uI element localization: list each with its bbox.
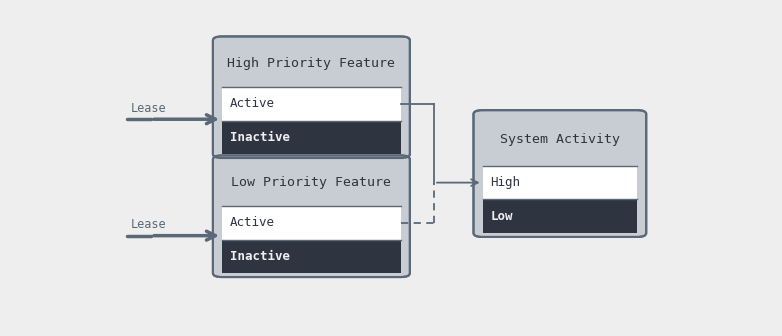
FancyBboxPatch shape — [474, 110, 646, 237]
Text: Active: Active — [230, 216, 274, 229]
Bar — [222, 87, 401, 121]
Text: Low: Low — [490, 210, 513, 223]
Text: Inactive: Inactive — [230, 250, 290, 263]
Bar — [222, 240, 401, 273]
Text: System Activity: System Activity — [500, 133, 620, 146]
Text: High: High — [490, 176, 521, 189]
Text: Active: Active — [230, 97, 274, 110]
Bar — [222, 206, 401, 240]
Text: High Priority Feature: High Priority Feature — [228, 57, 396, 70]
Text: Lease: Lease — [131, 102, 166, 115]
Text: Low Priority Feature: Low Priority Feature — [231, 176, 391, 189]
Text: Inactive: Inactive — [230, 131, 290, 144]
Text: Lease: Lease — [131, 218, 166, 231]
Bar — [482, 200, 637, 233]
Bar — [222, 121, 401, 154]
FancyBboxPatch shape — [213, 156, 410, 277]
FancyBboxPatch shape — [213, 36, 410, 158]
Bar — [482, 166, 637, 200]
